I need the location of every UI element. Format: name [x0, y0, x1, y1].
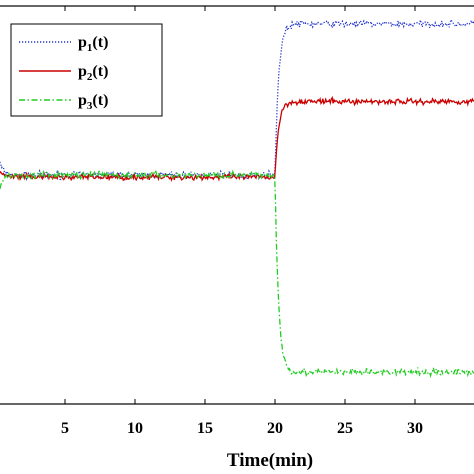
- x-tick-label: 10: [127, 420, 143, 437]
- legend-label-p3: p3(t): [78, 92, 108, 112]
- x-tick-label: 20: [267, 420, 283, 437]
- x-tick-label: 15: [197, 420, 213, 437]
- x-tick-label: 5: [61, 420, 69, 437]
- x-axis-label: Time(min): [227, 450, 313, 471]
- legend: p1(t) p2(t) p3(t): [10, 23, 163, 117]
- x-tick-label: 30: [407, 420, 423, 437]
- x-tick-label: 25: [337, 420, 353, 437]
- series-layer: [0, 17, 474, 379]
- series-line-p3: [0, 169, 474, 379]
- legend-label-p2: p2(t): [78, 63, 108, 83]
- legend-label-p1: p1(t): [78, 34, 108, 54]
- series-line-p2: [0, 95, 474, 182]
- x-ticks: 5 10 15 20 25 30: [61, 6, 423, 437]
- plot-frame: [0, 5, 474, 405]
